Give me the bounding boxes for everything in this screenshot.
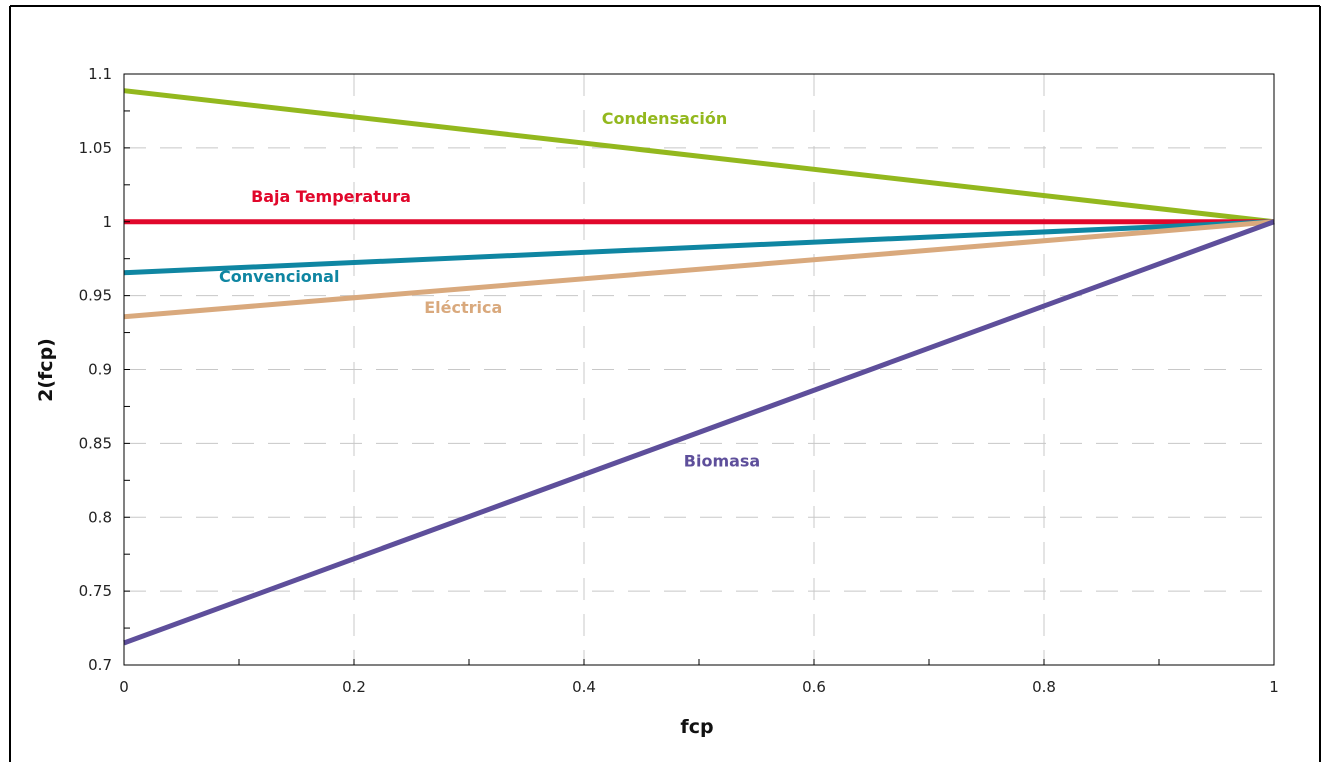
series-label: Convencional bbox=[219, 267, 339, 286]
grid bbox=[124, 74, 1274, 665]
y-tick-label: 0.85 bbox=[79, 434, 112, 452]
series-label: Eléctrica bbox=[424, 298, 502, 317]
x-tick-label: 0.8 bbox=[1032, 678, 1056, 696]
axis-ticks bbox=[123, 73, 1275, 666]
series-line bbox=[123, 219, 1275, 320]
series-line bbox=[123, 219, 1275, 646]
y-tick-labels: 0.7 0.75 0.8 0.85 0.9 0.95 1 1.05 1.1 bbox=[79, 65, 112, 674]
chart-frame bbox=[9, 5, 1321, 762]
y-tick-label: 1.05 bbox=[79, 139, 112, 157]
y-tick-label: 1.1 bbox=[88, 65, 112, 83]
y-tick-label: 1 bbox=[102, 213, 112, 231]
x-axis-title: fcp bbox=[680, 716, 713, 738]
y-tick-label: 0.9 bbox=[88, 361, 112, 379]
y-tick-label: 0.8 bbox=[88, 508, 112, 526]
series-line bbox=[123, 219, 1275, 276]
y-axis-title: 2(fcp) bbox=[35, 338, 57, 402]
series-line bbox=[123, 88, 1275, 225]
y-tick-label: 0.75 bbox=[79, 582, 112, 600]
y-tick-label: 0.95 bbox=[79, 287, 112, 305]
series-lines bbox=[123, 88, 1275, 646]
series-label: Biomasa bbox=[684, 451, 760, 470]
series-label: Baja Temperatura bbox=[251, 187, 411, 206]
x-tick-label: 1 bbox=[1269, 678, 1279, 696]
y-tick-label: 0.7 bbox=[88, 656, 112, 674]
x-tick-label: 0.6 bbox=[802, 678, 826, 696]
x-tick-label: 0 bbox=[119, 678, 129, 696]
x-tick-label: 0.4 bbox=[572, 678, 596, 696]
x-tick-labels: 0 0.2 0.4 0.6 0.8 1 bbox=[119, 678, 1279, 696]
x-tick-label: 0.2 bbox=[342, 678, 366, 696]
series-label: Condensación bbox=[602, 109, 728, 128]
series-labels: Condensación Baja Temperatura Convencional… bbox=[219, 109, 760, 471]
